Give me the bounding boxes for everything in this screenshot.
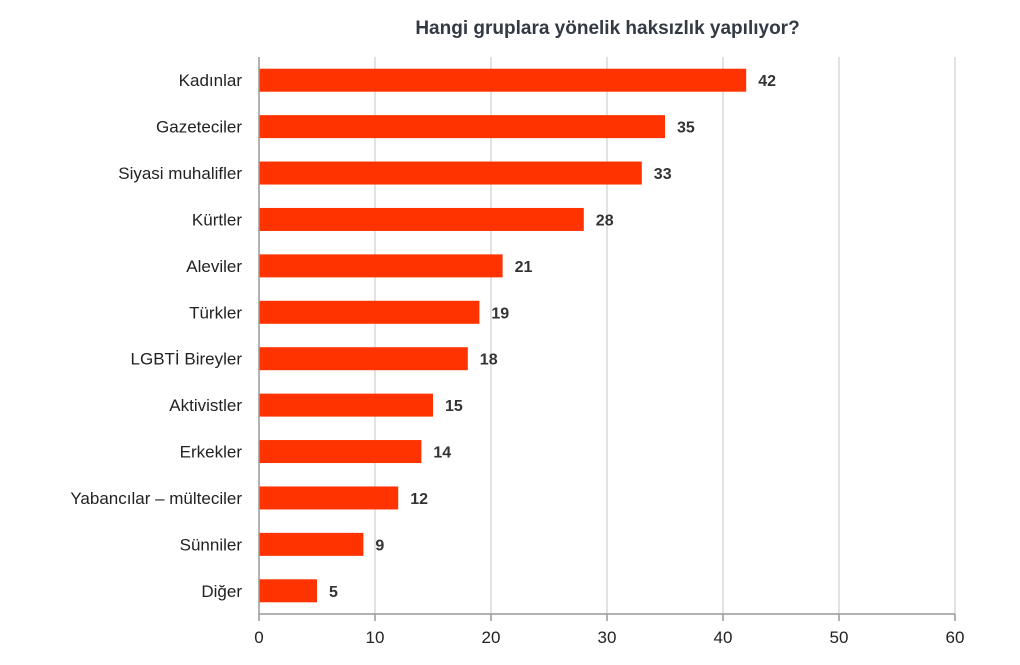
bar	[259, 300, 480, 324]
value-label: 42	[758, 73, 776, 90]
category-label: Türkler	[189, 303, 242, 322]
category-label: Aleviler	[186, 257, 242, 276]
bar	[259, 115, 665, 139]
value-label: 14	[433, 445, 451, 462]
value-label: 28	[596, 212, 614, 229]
category-label: Sünniler	[180, 535, 243, 554]
value-label: 21	[515, 259, 533, 276]
bars	[259, 68, 747, 603]
category-label: Gazeteciler	[156, 118, 242, 137]
bar	[259, 207, 584, 231]
value-label: 5	[329, 584, 338, 601]
value-label: 9	[375, 537, 384, 554]
x-tick-label: 50	[830, 628, 849, 647]
x-tick-label: 40	[714, 628, 733, 647]
value-label: 19	[491, 305, 509, 322]
x-tick-label: 30	[598, 628, 617, 647]
value-label: 12	[410, 491, 428, 508]
gridlines	[374, 57, 956, 614]
bar	[259, 347, 468, 371]
bar	[259, 393, 433, 417]
category-label: LGBTİ Bireyler	[131, 350, 243, 369]
category-label: Kürtler	[192, 210, 242, 229]
category-labels: Kadınlar Gazeteciler Siyasi muhalifler Kürt…	[70, 71, 242, 601]
category-label: Siyasi muhalifler	[118, 164, 242, 183]
value-label: 18	[480, 352, 498, 369]
x-tick-label: 0	[254, 628, 263, 647]
value-label: 15	[445, 398, 463, 415]
bar	[259, 254, 503, 278]
bar	[259, 579, 317, 603]
category-label: Kadınlar	[179, 71, 243, 90]
value-label: 35	[677, 120, 695, 137]
x-axis: 0 10 20 30 40 50 60	[254, 57, 964, 647]
bar	[259, 486, 399, 510]
category-label: Yabancılar – mülteciler	[70, 489, 242, 508]
value-label: 33	[654, 166, 672, 183]
category-label: Aktivistler	[169, 396, 242, 415]
x-tick-label: 60	[946, 628, 965, 647]
x-tick-label: 20	[482, 628, 501, 647]
bar	[259, 440, 422, 464]
value-labels: 42 35 33 28 21 19 18 15 14 12 9 5	[329, 73, 776, 601]
category-label: Diğer	[201, 582, 242, 601]
bar	[259, 68, 747, 92]
bar	[259, 532, 364, 556]
category-label: Erkekler	[180, 443, 243, 462]
chart-title: Hangi gruplara yönelik haksızlık yapılıy…	[415, 18, 800, 39]
bar	[259, 161, 642, 185]
x-tick-label: 10	[366, 628, 385, 647]
